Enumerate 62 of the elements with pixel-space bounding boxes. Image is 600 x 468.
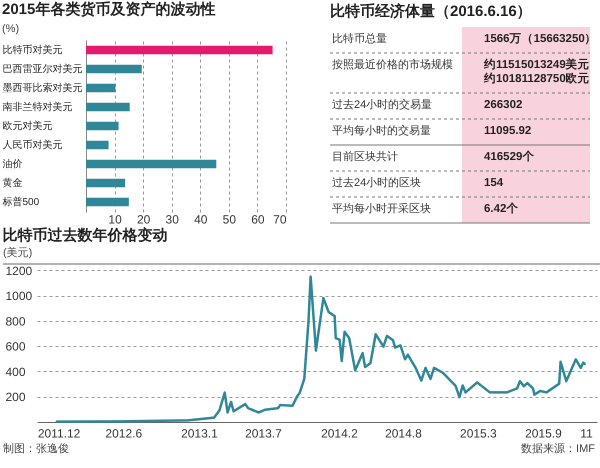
bar	[86, 160, 216, 168]
x-tick-label: 70	[273, 212, 287, 226]
bar	[86, 84, 116, 92]
x-tick-label: 60	[251, 212, 265, 226]
y-tick-label: 南非兰特对美元	[2, 100, 72, 113]
text: 11095.92	[484, 125, 532, 137]
y-tick-label: 比特币对美元	[2, 44, 62, 56]
x-tick-label: 30	[166, 212, 180, 226]
bar	[86, 140, 109, 150]
y-tick-label: 墨西哥比索对美元	[2, 82, 82, 94]
x-tick-label: 11	[580, 426, 594, 440]
text: 416529个	[484, 149, 536, 163]
text: 266302	[484, 99, 522, 111]
x-tick-label: 2014.2	[321, 426, 358, 440]
bar	[86, 64, 142, 74]
x-tick-label: 2013.1	[181, 426, 218, 440]
x-tick-label: 2014.8	[385, 426, 422, 440]
category-label: 平均每小时的交易量	[332, 124, 431, 137]
y-tick-label: 1200	[6, 264, 33, 278]
y-tick-label: 800	[6, 314, 26, 328]
category-label: 按照最近价格的市场规模	[332, 58, 453, 71]
bar	[86, 122, 119, 130]
category-label: 平均每小时开采区块	[332, 202, 431, 215]
y-tick-label: 巴西雷亚尔对美元	[2, 62, 82, 75]
category-label: 比特币总量	[332, 32, 387, 45]
bar	[86, 198, 129, 206]
chart-title: 比特币过去数年价格变动	[2, 226, 168, 244]
bar	[86, 178, 126, 188]
category-label: 目前区块共计	[332, 150, 398, 163]
x-tick-label: 2012.6	[105, 426, 142, 440]
bar	[86, 102, 130, 112]
x-tick-label: 50	[222, 212, 236, 226]
bar	[86, 46, 273, 54]
x-tick-label: 2013.7	[245, 426, 282, 440]
y-tick-label: 黄金	[2, 177, 22, 190]
y-tick-label: 400	[6, 364, 26, 379]
x-tick-label: 2011.12	[38, 426, 81, 440]
category-label: 过去24小时的交易量	[332, 98, 432, 111]
text: 154	[484, 177, 504, 189]
x-tick-label: 10	[108, 212, 122, 226]
line-series	[56, 275, 586, 423]
x-axis-title: (%)	[2, 23, 20, 35]
y-tick-label: 1000	[6, 289, 33, 304]
category-label: 过去24小时的区块	[332, 176, 422, 189]
text: 比特币经济体量（2016.6.16）	[330, 2, 532, 20]
y-tick-label: 200	[6, 390, 26, 404]
y-tick-label: 标普500	[2, 196, 40, 208]
y-tick-label: 油价	[2, 158, 22, 170]
text: 制图：张逸俊	[3, 442, 69, 455]
x-tick-label: 40	[194, 212, 208, 226]
y-tick-label: 人民币对美元	[2, 139, 62, 152]
text: 约11515013249美元约10181128750欧元	[483, 57, 590, 85]
text: 6.42个	[484, 201, 520, 215]
y-tick-label: 欧元对美元	[2, 120, 52, 132]
y-axis-title: (美元)	[3, 246, 32, 259]
chart-title: 2015年各类货币及资产的波动性	[2, 1, 216, 18]
y-tick-label: 600	[6, 340, 26, 354]
x-tick-label: 20	[136, 212, 151, 226]
x-tick-label: 2015.9	[525, 426, 562, 440]
source-note: 数据来源：IMF	[521, 442, 596, 455]
x-tick-label: 2015.3	[460, 426, 498, 440]
text: 1566万（15663250）	[484, 32, 597, 45]
